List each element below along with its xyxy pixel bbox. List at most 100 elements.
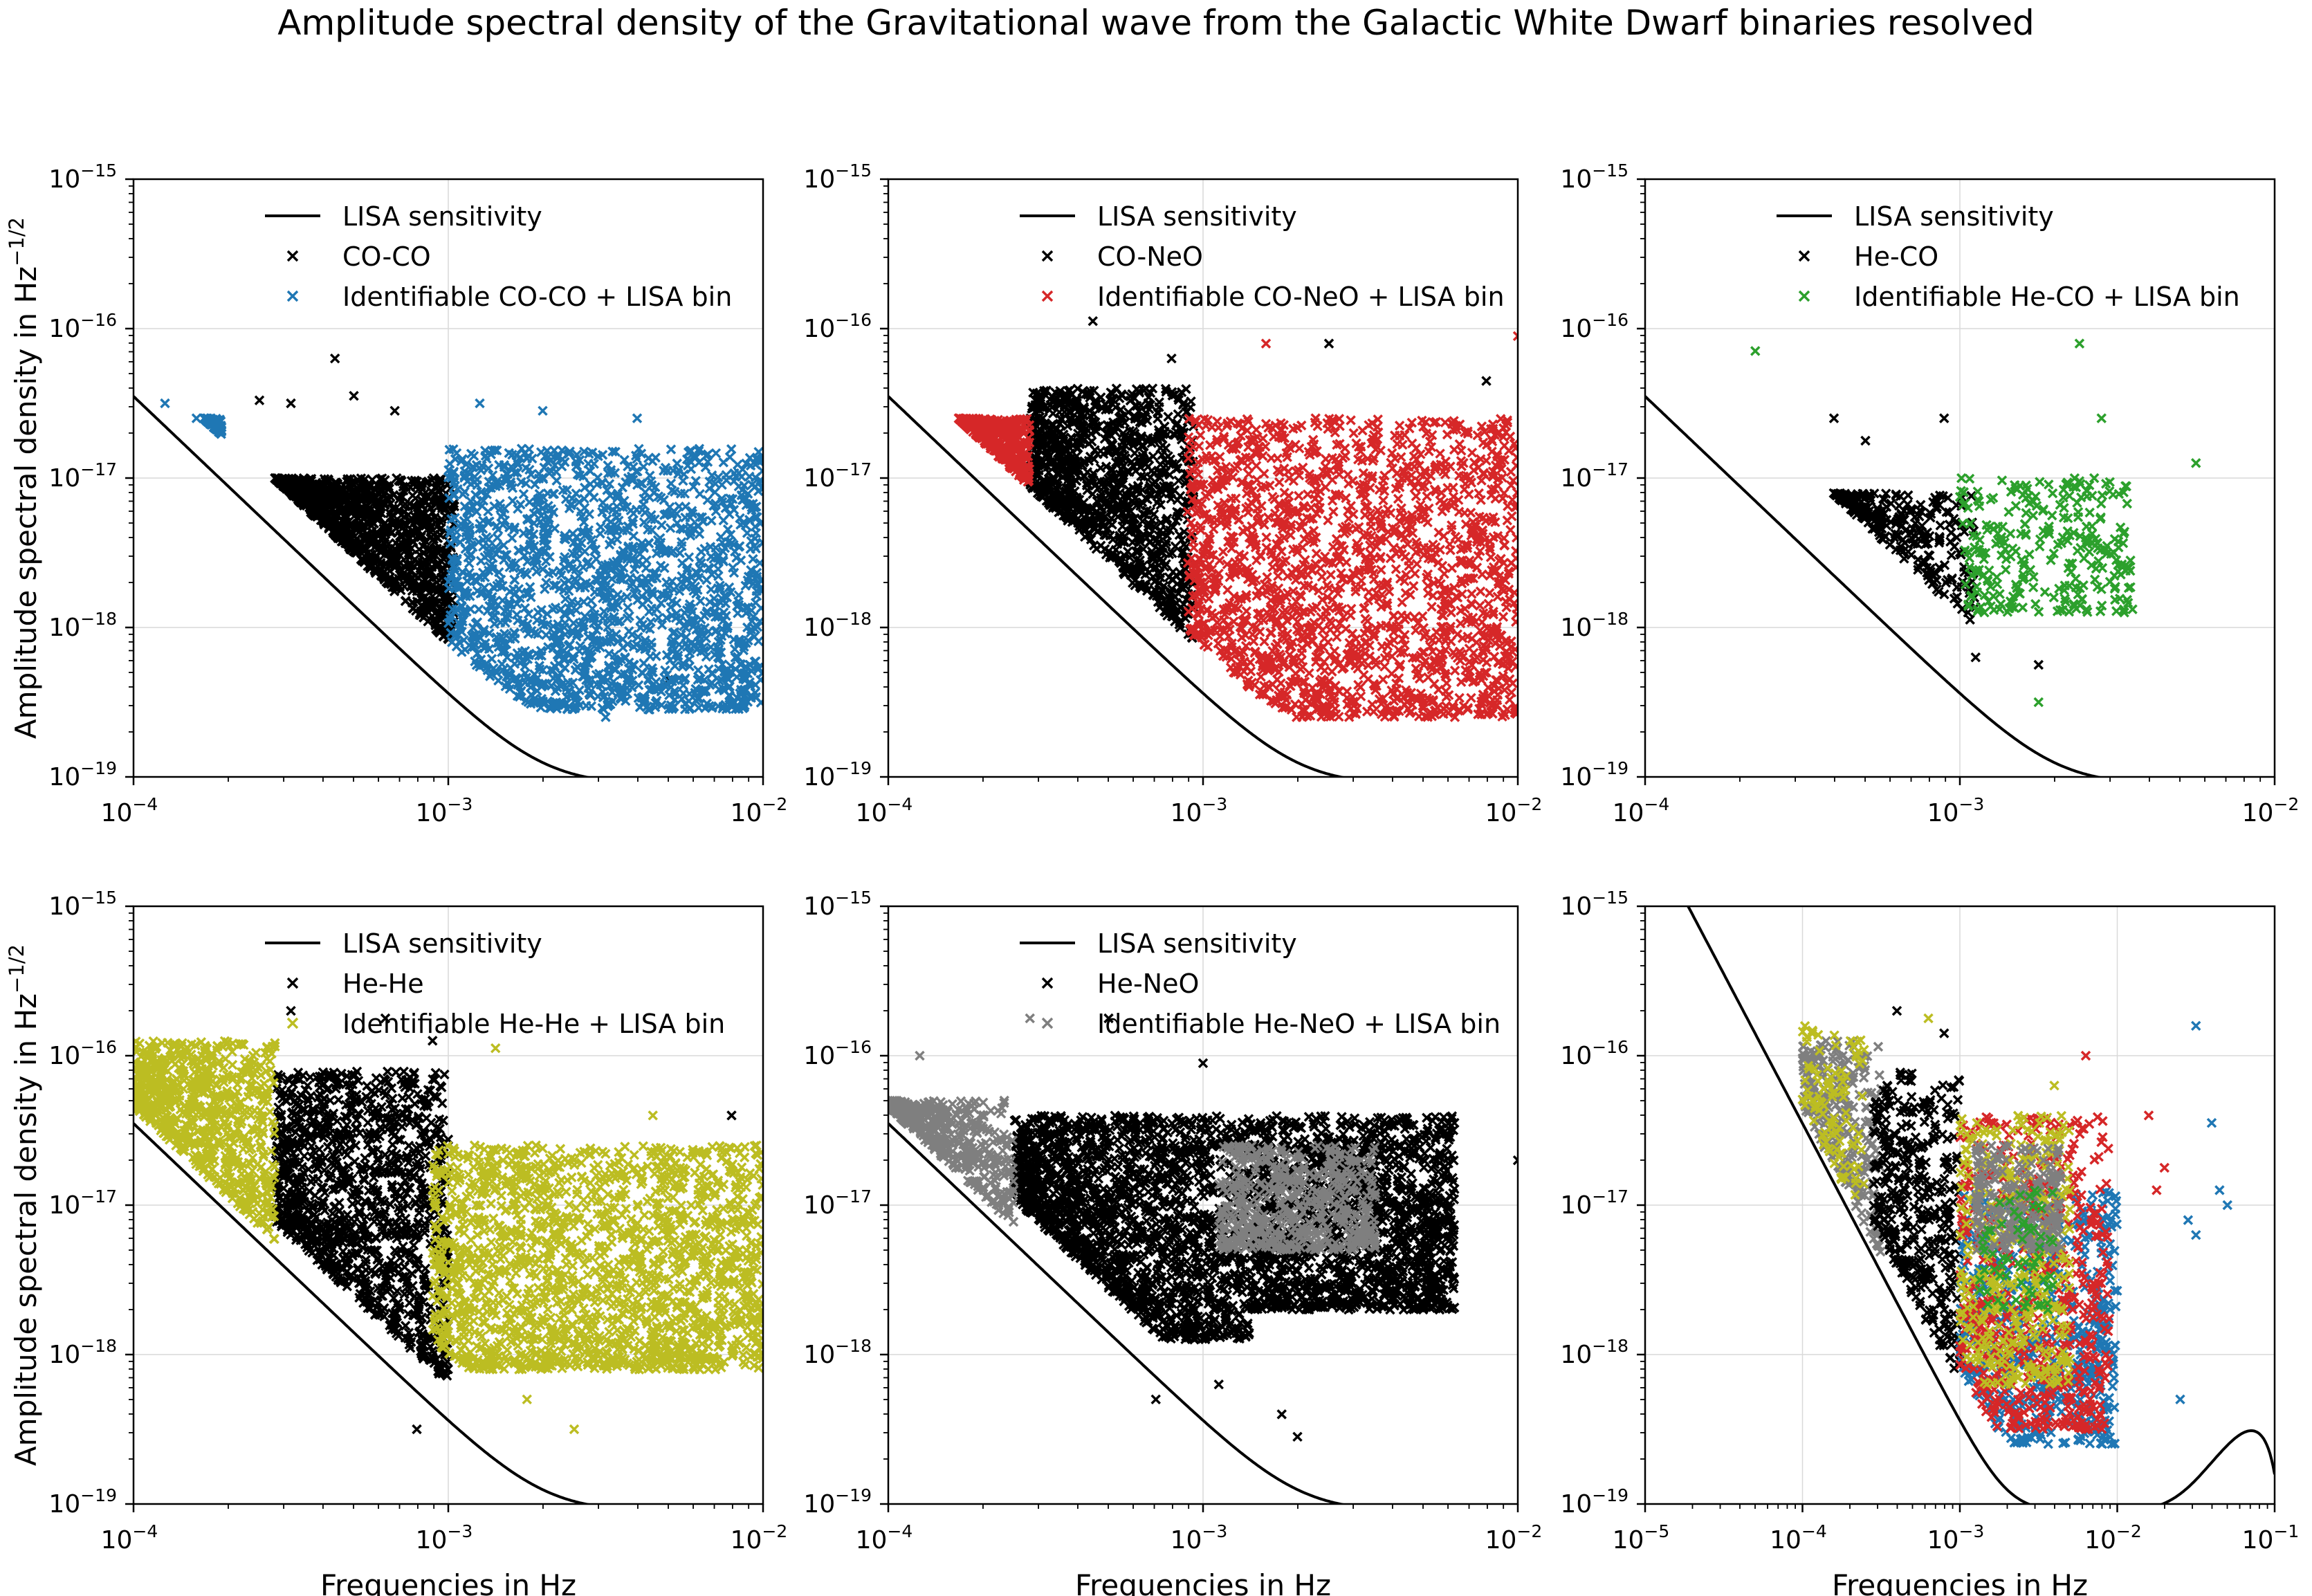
legend-label: Identifiable He-He + LISA bin xyxy=(342,1009,725,1039)
x-tick-label: 10−2 xyxy=(2084,1521,2142,1554)
x-tick-label: 10−5 xyxy=(1613,1521,1670,1554)
panel-combined: 10−5 10−4 10−3 10−2 10−1 10−15 10−16 10−17 10−18… xyxy=(1560,888,2300,1596)
legend-x-marker xyxy=(1041,977,1054,989)
legend-x-marker xyxy=(286,1017,299,1029)
legend: LISA sensitivity He-CO Identifiable He-CO … xyxy=(1777,201,2240,312)
x-tick-label: 10−3 xyxy=(1171,1521,1228,1554)
legend-label: He-CO xyxy=(1854,241,1938,272)
legend-x-marker xyxy=(286,250,299,262)
scatter-series-identifiable-co-co-lisa-bin xyxy=(160,398,763,722)
y-tick-label: 10−18 xyxy=(48,1336,117,1369)
legend-label: LISA sensitivity xyxy=(1097,201,1297,232)
legend-label: LISA sensitivity xyxy=(342,201,542,232)
legend-label: Identifiable He-NeO + LISA bin xyxy=(1097,1009,1501,1039)
legend-label: LISA sensitivity xyxy=(1097,928,1297,959)
y-tick-label: 10−15 xyxy=(48,888,117,921)
panel-he_co: 10−4 10−3 10−2 10−15 10−16 10−17 10−18 10−19 LIS… xyxy=(1560,160,2299,827)
x-axis-label: Frequencies in Hz xyxy=(1832,1568,2088,1596)
y-axis-label: Amplitude spectral density in Hz−1/2 xyxy=(5,944,43,1466)
plot-area xyxy=(134,1005,763,1504)
x-tick-label: 10−3 xyxy=(1927,1521,1985,1554)
legend-x-marker xyxy=(1041,290,1054,302)
y-tick-label: 10−17 xyxy=(803,1186,872,1220)
y-tick-label: 10−15 xyxy=(803,888,872,921)
legend-x-marker xyxy=(1041,1017,1054,1029)
y-tick-label: 10−19 xyxy=(1560,1485,1629,1519)
x-tick-label: 10−4 xyxy=(1770,1521,1827,1554)
y-tick-label: 10−16 xyxy=(1560,1037,1629,1070)
y-tick-label: 10−16 xyxy=(48,310,117,343)
y-tick-label: 10−19 xyxy=(803,1485,872,1519)
x-tick-label: 10−3 xyxy=(416,794,473,827)
x-tick-label: 10−4 xyxy=(856,1521,913,1554)
y-tick-label: 10−17 xyxy=(48,1186,117,1220)
legend: LISA sensitivity CO-CO Identifiable CO-CO … xyxy=(265,201,732,312)
x-tick-label: 10−4 xyxy=(1613,794,1670,827)
x-tick-label: 10−3 xyxy=(416,1521,473,1554)
legend-label: Identifiable He-CO + LISA bin xyxy=(1854,282,2240,312)
x-tick-label: 10−4 xyxy=(101,1521,158,1554)
y-tick-label: 10−18 xyxy=(1560,1336,1629,1369)
panel-co_co: 10−4 10−3 10−2 10−15 10−16 10−17 10−18 10−19Amp… xyxy=(5,160,787,827)
legend-label: LISA sensitivity xyxy=(342,928,542,959)
y-tick-label: 10−15 xyxy=(48,160,117,194)
legend-x-marker xyxy=(286,290,299,302)
y-tick-label: 10−17 xyxy=(48,459,117,493)
y-tick-label: 10−18 xyxy=(803,609,872,642)
x-tick-label: 10−4 xyxy=(101,794,158,827)
scatter-series-he-he xyxy=(270,1005,737,1435)
legend-label: Identifiable CO-NeO + LISA bin xyxy=(1097,282,1505,312)
x-tick-label: 10−2 xyxy=(2242,794,2300,827)
y-tick-label: 10−17 xyxy=(1560,1186,1629,1220)
x-axis-label: Frequencies in Hz xyxy=(320,1568,576,1596)
y-tick-label: 10−16 xyxy=(803,310,872,343)
y-tick-label: 10−16 xyxy=(1560,310,1629,343)
y-tick-label: 10−19 xyxy=(48,1485,117,1519)
x-tick-label: 10−4 xyxy=(856,794,913,827)
figure-title: Amplitude spectral density of the Gravit… xyxy=(277,3,2035,43)
y-tick-label: 10−18 xyxy=(48,609,117,642)
panel-co_neo: 10−4 10−3 10−2 10−15 10−16 10−17 10−18 10−19 LIS… xyxy=(803,160,1542,827)
panel-he_he: 10−4 10−3 10−2 10−15 10−16 10−17 10−18 10−19 Fre… xyxy=(5,888,787,1596)
x-tick-label: 10−2 xyxy=(731,1521,788,1554)
scatter-series-he-neo xyxy=(1009,1013,1518,1442)
legend-x-marker xyxy=(286,977,299,989)
plot-area xyxy=(134,353,763,777)
y-tick-label: 10−16 xyxy=(48,1037,117,1070)
y-tick-label: 10−15 xyxy=(803,160,872,194)
legend: LISA sensitivity CO-NeO Identifiable CO-Ne… xyxy=(1020,201,1505,312)
plot-area xyxy=(1645,338,2201,777)
y-tick-label: 10−19 xyxy=(1560,758,1629,791)
y-axis-label: Amplitude spectral density in Hz−1/2 xyxy=(5,217,43,739)
legend-label: LISA sensitivity xyxy=(1854,201,2054,232)
x-tick-label: 10−2 xyxy=(1485,794,1543,827)
y-tick-label: 10−19 xyxy=(48,758,117,791)
plot-area xyxy=(1686,906,2275,1504)
x-tick-label: 10−1 xyxy=(2242,1521,2300,1554)
legend-x-marker xyxy=(1041,250,1054,262)
x-tick-label: 10−2 xyxy=(1485,1521,1543,1554)
scatter-series-identifiable-he-co-lisa-bin xyxy=(1750,338,2201,708)
legend-label: CO-CO xyxy=(342,241,431,272)
legend: LISA sensitivity He-NeO Identifiable He-Ne… xyxy=(1020,928,1501,1039)
y-tick-label: 10−16 xyxy=(803,1037,872,1070)
legend-label: CO-NeO xyxy=(1097,241,1203,272)
scatter-series-black-unresolved- xyxy=(1869,1005,1965,1374)
lisa-sensitivity-curve xyxy=(888,1122,1348,1504)
plot-area xyxy=(888,315,1518,777)
legend-x-marker xyxy=(1798,250,1810,262)
y-tick-label: 10−19 xyxy=(803,758,872,791)
lisa-sensitivity-curve xyxy=(1645,395,2104,777)
lisa-sensitivity-curve xyxy=(1686,906,2275,1504)
y-tick-label: 10−15 xyxy=(1560,888,1629,921)
scatter-series-co-co xyxy=(254,353,674,700)
y-tick-label: 10−15 xyxy=(1560,160,1629,194)
legend-label: Identifiable CO-CO + LISA bin xyxy=(342,282,732,312)
legend-label: He-He xyxy=(342,969,424,999)
lisa-sensitivity-curve xyxy=(888,395,1348,777)
scatter-series-identifiable-co-neo-lisa-bin xyxy=(953,331,1518,722)
lisa-sensitivity-curve xyxy=(134,395,593,777)
scatter-series-identifiable-he-neo-lisa-bin xyxy=(888,1013,1381,1255)
y-tick-label: 10−18 xyxy=(1560,609,1629,642)
